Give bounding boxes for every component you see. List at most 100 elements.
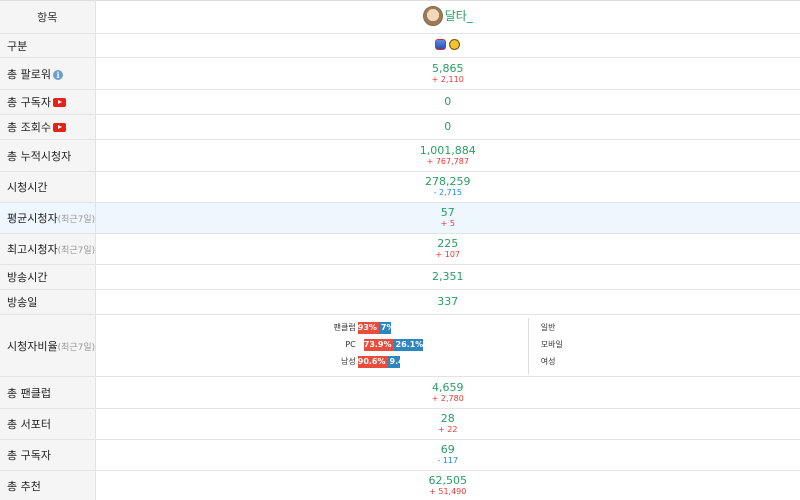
ratio-right-label: 모바일 xyxy=(540,340,563,349)
row-value-cumulative_viewers: 1,001,884 + 767,787 xyxy=(95,139,800,172)
table-row: 총 구독자 0 xyxy=(0,89,800,115)
row-label-subscribers_total: 총 구독자 xyxy=(0,439,96,471)
row-note: (최근7일) xyxy=(57,342,96,353)
row-label-text: 방송일 xyxy=(7,296,38,309)
stat-value: 57 xyxy=(440,206,455,219)
stat-value: 0 xyxy=(444,120,452,133)
row-label-text: 시청자비율 xyxy=(7,339,58,353)
stat-value: 2,351 xyxy=(432,270,464,283)
row-label-text: 최고시청자 xyxy=(7,243,58,256)
header-label: 항목 xyxy=(0,0,96,34)
ratio-right-label: 여성 xyxy=(540,357,556,366)
ratio-segment-b: 9.4% xyxy=(387,355,412,368)
row-label-avg_viewers: 평균시청자(최근7일) xyxy=(0,202,96,234)
table-row: 구분 xyxy=(0,33,800,58)
row-label-broadcast_time: 방송시간 xyxy=(0,264,96,290)
row-label-text: 총 서포터 xyxy=(7,418,51,431)
row-value-supporters_total: 28 + 22 xyxy=(95,408,800,440)
row-label-viewer_ratio: 시청자비율(최근7일) xyxy=(0,314,96,377)
stat-value: 69 xyxy=(440,443,455,456)
row-note: (최근7일) xyxy=(57,246,96,256)
row-label-peak_viewers: 최고시청자(최근7일) xyxy=(0,233,96,265)
row-label-views_yt: 총 조회수 xyxy=(0,114,96,140)
row-value-broadcast_days: 337 xyxy=(95,289,800,315)
row-label-text: 총 조회수 xyxy=(7,121,51,134)
stat-delta: + 51,490 xyxy=(429,486,467,496)
stat-value: 225 xyxy=(437,237,459,250)
table-row: 총 팔로워 i 5,865 + 2,110 xyxy=(0,57,800,90)
medal-badge-icon xyxy=(449,38,461,50)
ratio-row: 남성 90.6% 9.4% 여성 xyxy=(238,355,658,368)
row-label-followers: 총 팔로워 i xyxy=(0,57,96,90)
row-label-text: 총 구독자 xyxy=(7,96,51,109)
row-label-cumulative_viewers: 총 누적시청자 xyxy=(0,139,96,172)
stat-value: 0 xyxy=(444,95,452,108)
ratio-row: 팬클럽 93% 7% 일반 xyxy=(238,321,658,334)
table-header: 항목 달타_ xyxy=(0,0,800,34)
avatar[interactable] xyxy=(422,5,443,26)
table-row: 시청자비율(최근7일) 팬클럽 93% 7% 일반 PC 73.9% 26.1% 모바일 남성 90… xyxy=(0,314,800,377)
stat-delta: + 767,787 xyxy=(426,156,469,166)
viewer-ratio-chart: 팬클럽 93% 7% 일반 PC 73.9% 26.1% 모바일 남성 90.6% 9.4% 여성 xyxy=(238,316,658,376)
table-row: 총 추천 62,505 + 51,490 xyxy=(0,470,800,500)
stat-value: 1,001,884 xyxy=(419,143,476,157)
table-row: 총 조회수 0 xyxy=(0,114,800,140)
youtube-icon xyxy=(52,123,66,132)
row-value-avg_viewers: 57 + 5 xyxy=(95,202,800,234)
row-value-viewer_ratio: 팬클럽 93% 7% 일반 PC 73.9% 26.1% 모바일 남성 90.6% 9.4% 여성 xyxy=(95,314,800,377)
row-value-fanclub_total: 4,659 + 2,780 xyxy=(95,376,800,409)
stat-delta: - 117 xyxy=(437,456,459,465)
row-value-broadcast_time: 2,351 xyxy=(95,264,800,290)
row-label-text: 총 누적시청자 xyxy=(7,149,72,163)
stat-delta: + 22 xyxy=(438,425,458,434)
ratio-row: PC 73.9% 26.1% 모바일 xyxy=(238,338,658,351)
row-value-category xyxy=(95,33,800,58)
row-label-text: 시청시간 xyxy=(7,181,48,194)
row-label-text: 총 팔로워 xyxy=(7,67,51,81)
stat-value: 337 xyxy=(437,295,459,308)
stat-delta: + 2,110 xyxy=(431,74,464,84)
stat-value: 4,659 xyxy=(432,380,464,394)
row-value-subscribers_yt: 0 xyxy=(95,89,800,115)
stat-delta: + 5 xyxy=(440,219,455,228)
row-value-subscribers_total: 69- 117 xyxy=(95,439,800,471)
stat-delta: - 2,715 xyxy=(433,188,462,197)
row-label-text: 총 구독자 xyxy=(7,449,51,462)
table-row: 평균시청자(최근7일) 57 + 5 xyxy=(0,202,800,234)
table-row: 총 구독자 69- 117 xyxy=(0,439,800,471)
table-row: 방송시간 2,351 xyxy=(0,264,800,290)
stat-value: 28 xyxy=(440,412,455,425)
row-label-watch_time: 시청시간 xyxy=(0,171,96,203)
ratio-segment-a: 93% xyxy=(357,321,379,334)
row-label-text: 총 추천 xyxy=(7,479,41,493)
row-label-text: 총 팬클럽 xyxy=(7,386,51,400)
row-label-fanclub_total: 총 팬클럽 xyxy=(0,376,96,409)
info-icon[interactable]: i xyxy=(52,69,63,80)
table-row: 총 팬클럽 4,659 + 2,780 xyxy=(0,376,800,409)
table-row: 방송일 337 xyxy=(0,289,800,315)
table-row: 최고시청자(최근7일) 225 + 107 xyxy=(0,233,800,265)
row-label-recommend_total: 총 추천 xyxy=(0,470,96,500)
row-label-subscribers_yt: 총 구독자 xyxy=(0,89,96,115)
ratio-left-label: 남성 xyxy=(341,357,356,366)
streamer-header[interactable]: 달타_ xyxy=(95,0,800,34)
row-value-followers: 5,865 + 2,110 xyxy=(95,57,800,90)
stat-value: 5,865 xyxy=(432,61,464,75)
row-label-text: 방송시간 xyxy=(7,271,48,284)
ratio-segment-a: 73.9% xyxy=(363,338,394,351)
row-label-text: 평균시청자 xyxy=(7,212,58,225)
row-value-recommend_total: 62,505 + 51,490 xyxy=(95,470,800,500)
row-label-broadcast_days: 방송일 xyxy=(0,289,96,315)
youtube-icon xyxy=(52,98,66,107)
table-row: 총 누적시청자 1,001,884 + 767,787 xyxy=(0,139,800,172)
row-value-watch_time: 278,259- 2,715 xyxy=(95,171,800,203)
row-label-text: 구분 xyxy=(7,39,28,53)
ratio-segment-b: 26.1% xyxy=(393,338,424,351)
row-label-category: 구분 xyxy=(0,33,96,58)
ratio-segment-b: 7% xyxy=(378,321,395,334)
stat-delta: + 107 xyxy=(435,250,460,259)
table-row: 시청시간 278,259- 2,715 xyxy=(0,171,800,203)
row-note: (최근7일) xyxy=(57,215,96,225)
streamer-name[interactable]: 달타_ xyxy=(444,9,473,23)
